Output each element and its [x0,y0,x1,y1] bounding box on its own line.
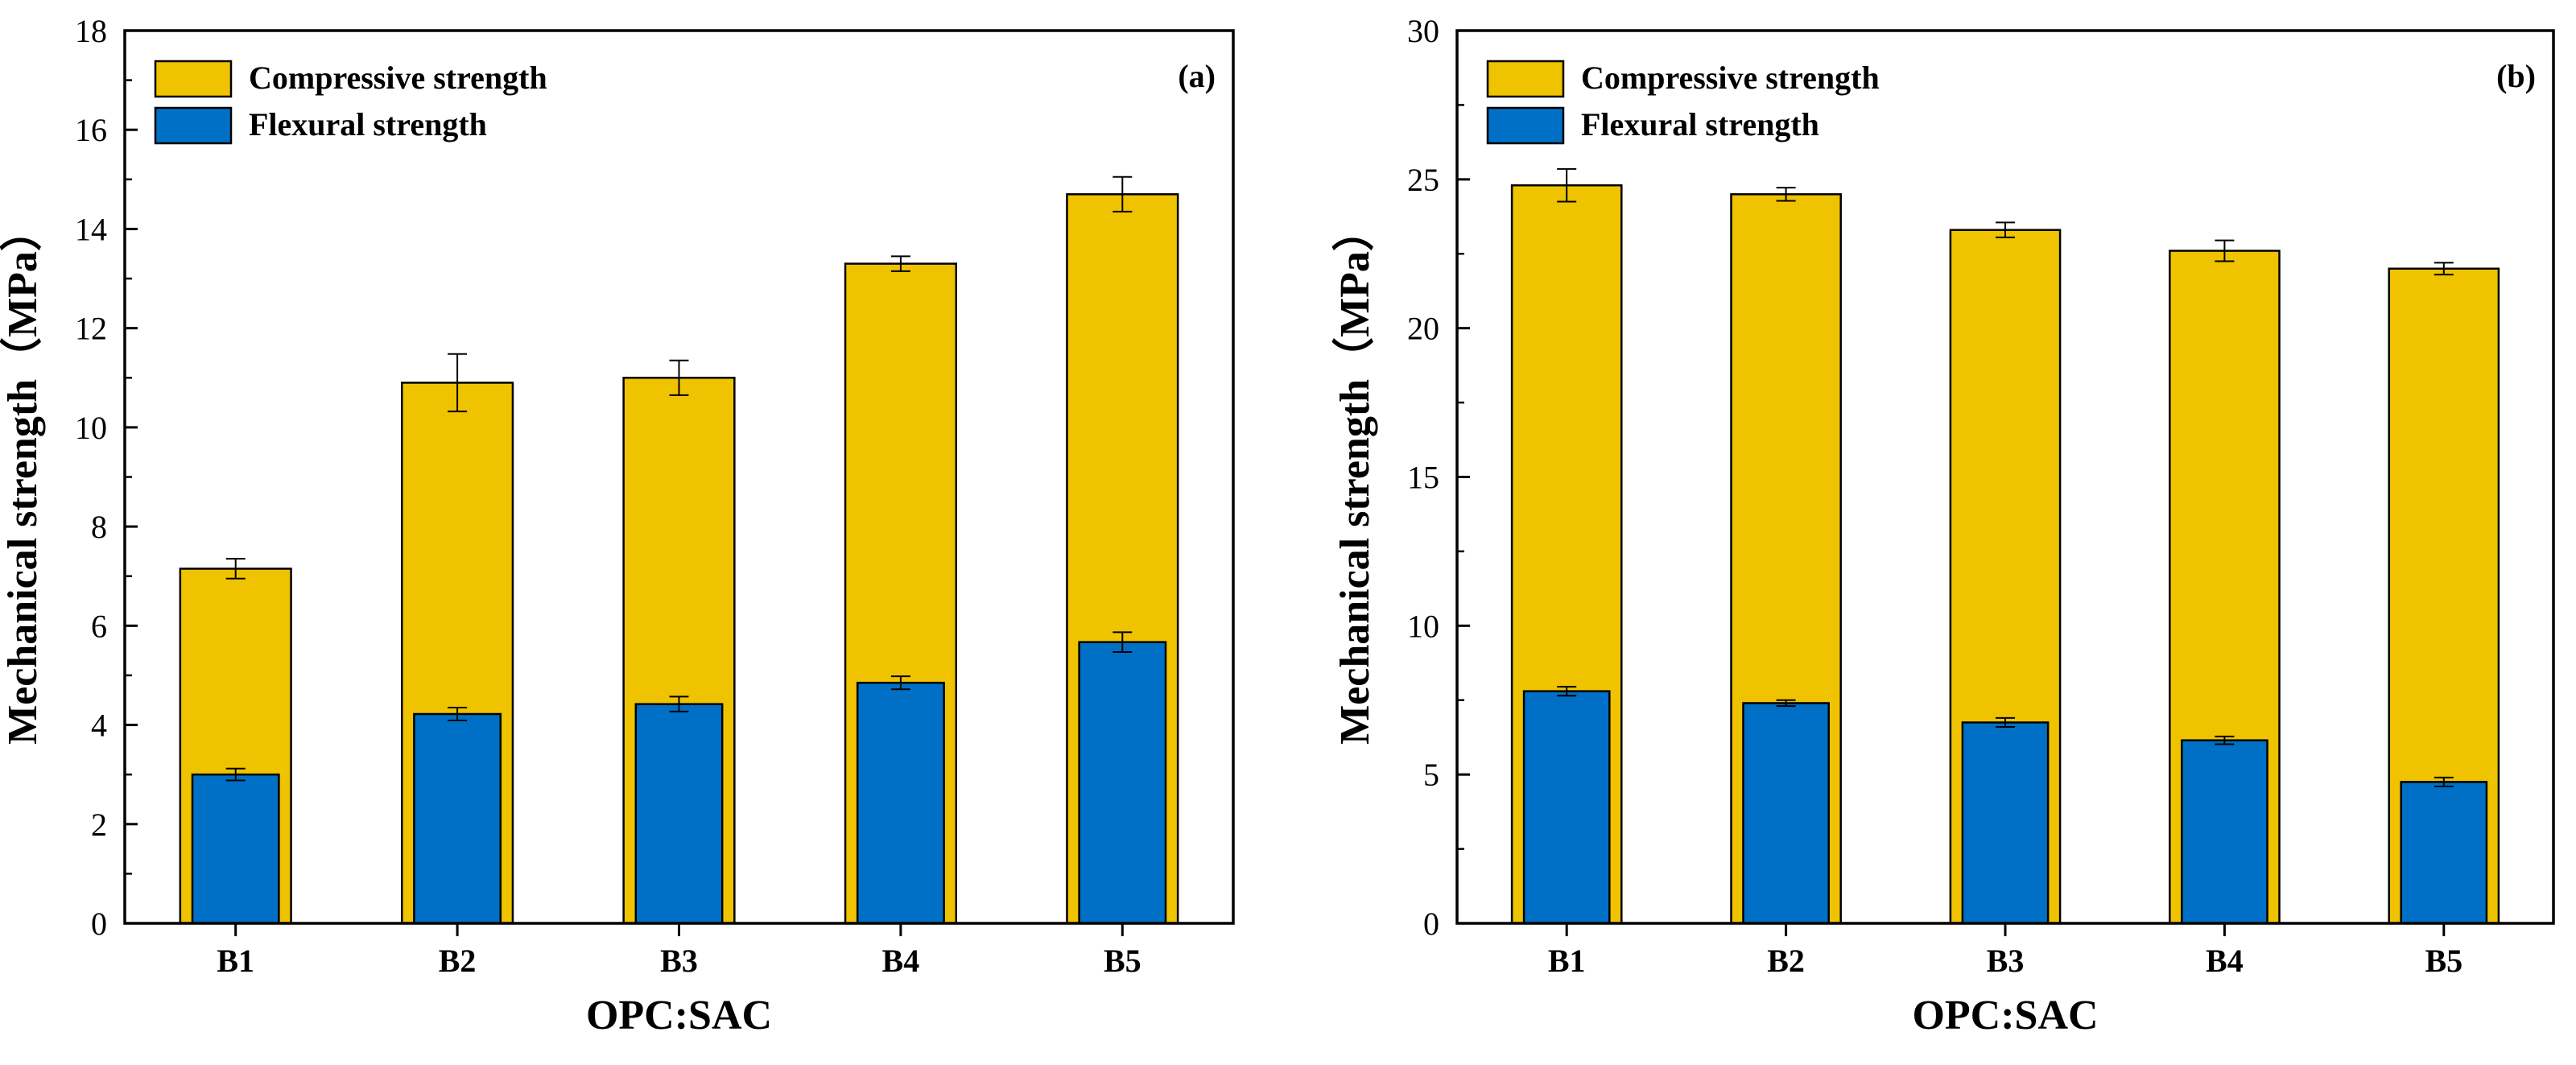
error-bar-flexural-b1 [1557,686,1577,697]
y-tick-label: 14 [75,211,107,247]
bar-flexural-b5 [2400,781,2488,925]
bar-flexural-b4 [2181,739,2268,925]
error-bar-compressive-b4 [890,255,910,272]
error-bar-compressive-b1 [1557,167,1577,203]
bar-flexural-b3 [634,703,724,925]
y-axis-title: Mechanical strength（MPa） [1331,209,1378,745]
error-bar-flexural-b2 [1776,699,1796,708]
legend-label-compressive: Compressive strength [249,60,547,96]
y-tick-label: 15 [1407,460,1439,496]
error-bar-flexural-b3 [1996,716,2015,729]
bar-flexural-b1 [1522,690,1611,925]
y-tick-label: 10 [75,410,107,446]
error-bar-flexural-b5 [1113,631,1133,653]
bar-flexural-b4 [856,681,945,925]
x-axis-title: OPC:SAC [1912,993,2098,1038]
bar-flexural-b3 [1961,721,2050,925]
legend-swatch-flexural [1486,106,1565,145]
x-tick-label-b1: B1 [217,943,254,979]
x-tick-label-b5: B5 [2425,943,2462,979]
y-tick-label: 16 [75,112,107,148]
panel-label: (b) [2496,58,2536,94]
y-tick-label: 8 [91,509,107,545]
x-tick-label-b1: B1 [1548,943,1586,979]
x-axis-title: OPC:SAC [586,993,772,1038]
y-tick-label: 5 [1423,757,1439,793]
error-bar-compressive-b2 [1776,187,1796,202]
x-tick-label-b2: B2 [439,943,477,979]
bar-flexural-b2 [413,712,502,925]
error-bar-compressive-b5 [2434,262,2454,276]
y-tick-label: 4 [91,708,107,744]
legend-swatch-compressive [1486,60,1565,98]
legend-swatch-compressive [154,60,233,98]
error-bar-compressive-b3 [669,359,689,396]
legend: Compressive strength Flexural strength [1486,60,1880,145]
error-bar-compressive-b3 [1996,221,2015,238]
error-bar-flexural-b3 [669,696,689,712]
y-tick-label: 0 [91,906,107,942]
y-tick-label: 30 [1407,13,1439,49]
error-bar-compressive-b1 [225,558,246,580]
error-bar-flexural-b1 [225,767,246,782]
y-tick-label: 6 [91,608,107,644]
y-tick-label: 25 [1407,162,1439,198]
bar-flexural-b5 [1078,641,1167,925]
error-bar-compressive-b2 [448,353,468,413]
error-bar-flexural-b4 [890,675,910,691]
legend-label-flexural: Flexural strength [1581,106,1819,142]
legend-label-flexural: Flexural strength [249,106,487,142]
x-tick-label-b5: B5 [1104,943,1141,979]
y-tick-label: 20 [1407,311,1439,347]
error-bar-flexural-b5 [2434,776,2454,787]
y-tick-label: 0 [1423,906,1439,942]
y-tick-label: 10 [1407,608,1439,644]
error-bar-flexural-b4 [2215,735,2235,745]
panel-a: 0 2 4 6 8 10 12 14 16 18 B1 B2 B3 B4 B5 OPC:SAC Mechanic… [0,13,1235,1038]
error-bar-compressive-b5 [1113,175,1133,213]
x-tick-label-b2: B2 [1767,943,1805,979]
y-axis-title: Mechanical strength（MPa） [0,209,46,745]
legend-label-compressive: Compressive strength [1581,60,1880,96]
x-tick-label-b4: B4 [2206,943,2244,979]
bar-flexural-b2 [1742,702,1830,925]
panel-label: (a) [1178,58,1216,94]
x-tick-label-b3: B3 [660,943,698,979]
x-tick-label-b4: B4 [882,943,920,979]
error-bar-flexural-b2 [448,706,468,722]
bar-flexural-b1 [191,773,280,925]
y-tick-label: 12 [75,311,107,347]
y-tick-label: 2 [91,807,107,843]
panel-b: 0 5 10 15 20 25 30 B1 B2 B3 B4 B5 OPC:SAC Mechanical … [1331,13,2555,1038]
y-tick-label: 18 [75,13,107,49]
error-bar-compressive-b4 [2215,239,2235,262]
legend: Compressive strength Flexural strength [154,60,547,145]
legend-swatch-flexural [154,106,233,145]
x-tick-label-b3: B3 [1987,943,2025,979]
